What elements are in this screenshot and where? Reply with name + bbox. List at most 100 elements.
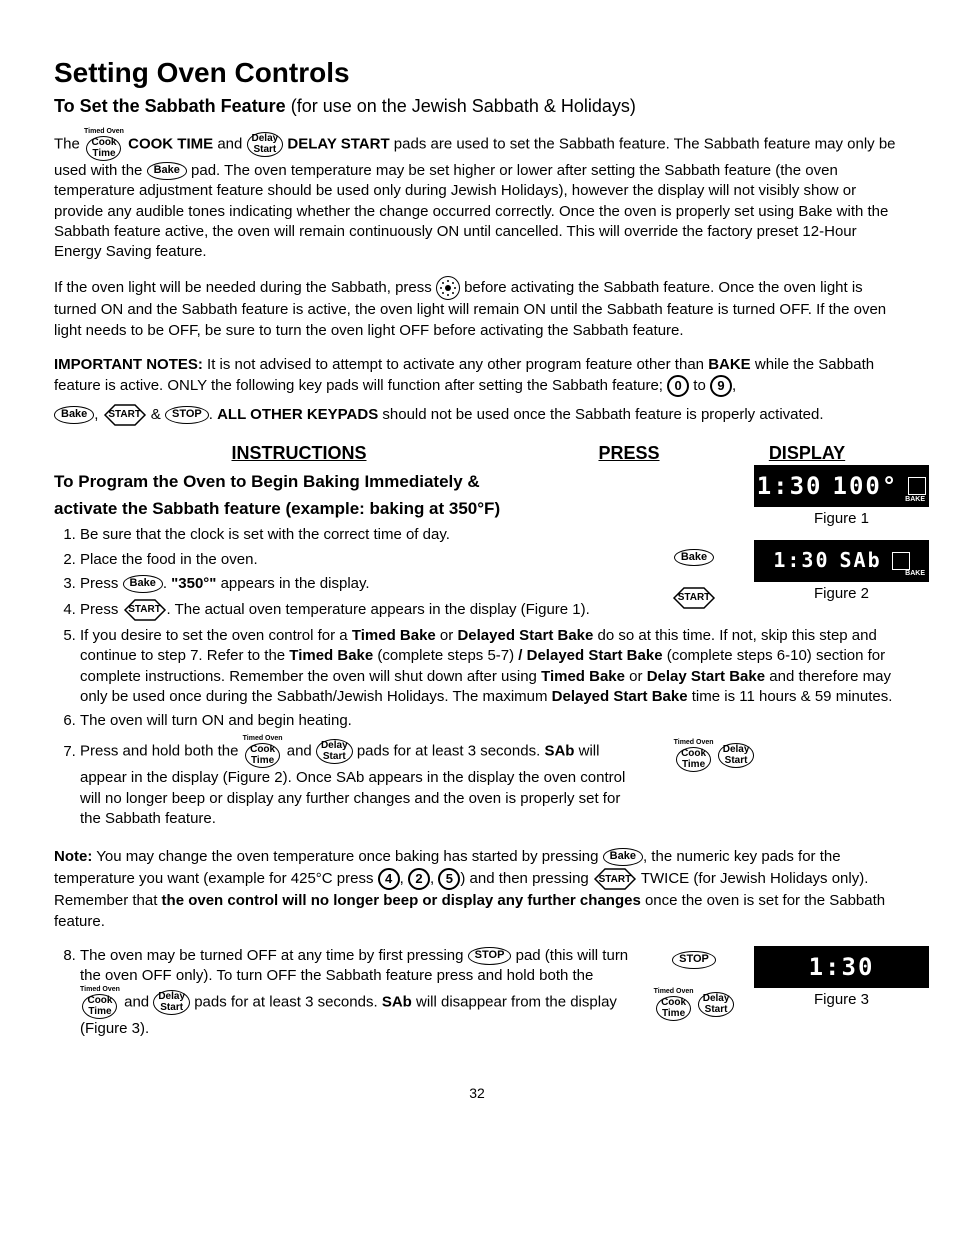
t: Timed Bake xyxy=(541,668,625,685)
bake-pad-icon: Bake xyxy=(674,549,714,567)
text: COOK TIME xyxy=(128,136,213,153)
keypads-line: Bake, START & STOP. ALL OTHER KEYPADS sh… xyxy=(54,403,900,427)
bake-indicator: BAKE xyxy=(905,495,925,504)
delay-start-pad-icon: DelayStart xyxy=(316,739,353,764)
t: / Delayed Start Bake xyxy=(518,647,662,664)
bake-pad-icon: Bake xyxy=(147,162,187,180)
delay-start-pad-icon: DelayStart xyxy=(247,132,284,157)
keypad-4-icon: 4 xyxy=(378,868,400,890)
note-label: Note: xyxy=(54,848,92,865)
t: Timed Bake xyxy=(352,627,436,644)
timed-oven-label: Timed Oven xyxy=(674,739,714,746)
cook-time-pad-icon: Timed Oven CookTime xyxy=(674,739,714,772)
text: , xyxy=(94,406,102,423)
press-column-7: Timed Oven CookTime DelayStart xyxy=(644,735,784,772)
column-headers: INSTRUCTIONS PRESS DISPLAY xyxy=(54,441,900,465)
display-figure-1: 1:30 100° BAKE xyxy=(754,465,929,507)
timed-oven-label: Timed Oven xyxy=(654,988,694,995)
stop-pad-icon: STOP xyxy=(165,406,209,424)
steps-list-7: Press and hold both the Timed Oven CookT… xyxy=(54,735,634,829)
start-label: START xyxy=(123,598,167,622)
timed-oven-label: Timed Oven xyxy=(84,128,124,135)
t: ) and then pressing xyxy=(460,870,593,887)
text: . xyxy=(163,575,171,592)
text: If the oven light will be needed during … xyxy=(54,279,436,296)
step-7: Press and hold both the Timed Oven CookT… xyxy=(80,735,634,829)
stop-pad-icon: STOP xyxy=(468,947,512,965)
instructions-header: INSTRUCTIONS xyxy=(54,441,544,465)
t: pads for at least 3 seconds. xyxy=(357,743,545,760)
t: Press and hold both the xyxy=(80,743,243,760)
start-pad-icon: START xyxy=(103,403,147,427)
press-column-8: STOP Timed Oven CookTime DelayStart xyxy=(644,946,744,1021)
intro-paragraph-2: If the oven light will be needed during … xyxy=(54,276,900,341)
text: It is not advised to attempt to activate… xyxy=(203,356,708,373)
timed-oven-label: Timed Oven xyxy=(80,986,120,993)
display-header: DISPLAY xyxy=(714,441,900,465)
cook-time-pad-icon: Timed Oven CookTime xyxy=(654,988,694,1021)
keypad-9-icon: 9 xyxy=(710,375,732,397)
subhead-light: (for use on the Jewish Sabbath & Holiday… xyxy=(291,96,636,116)
delay-start-pad-icon: DelayStart xyxy=(153,990,190,1015)
t: , xyxy=(430,870,438,887)
delay-start-pad-icon: DelayStart xyxy=(718,743,755,768)
figure-2-label: Figure 2 xyxy=(754,584,929,604)
cook-time-oval: CookTime xyxy=(82,994,117,1019)
program-subtitle-1: To Program the Oven to Begin Baking Imme… xyxy=(54,471,634,494)
t: or xyxy=(625,668,647,685)
t: SAb xyxy=(382,994,412,1011)
start-pad-icon: START xyxy=(593,867,637,891)
t: If you desire to set the oven control fo… xyxy=(80,627,352,644)
bake-pad-icon: Bake xyxy=(603,848,643,866)
oven-light-icon xyxy=(436,276,460,300)
cook-time-pad-icon: Timed Oven CookTime xyxy=(84,128,124,161)
t: SAb xyxy=(544,743,574,760)
t: Timed Bake xyxy=(289,647,373,664)
display-column-3: 1:30 Figure 3 xyxy=(754,946,929,1010)
cook-time-pad-icon: Timed Oven CookTime xyxy=(243,735,283,768)
text: should not be used once the Sabbath feat… xyxy=(378,406,823,423)
text: . The actual oven temperature appears in… xyxy=(167,601,590,618)
section-subhead: To Set the Sabbath Feature (for use on t… xyxy=(54,94,900,118)
start-label: START xyxy=(593,867,637,891)
cook-time-oval: CookTime xyxy=(245,743,280,768)
text: and xyxy=(217,136,246,153)
t: and xyxy=(287,743,316,760)
start-pad-icon: START xyxy=(123,598,167,622)
figure-3-label: Figure 3 xyxy=(754,990,929,1010)
t: Delay Start Bake xyxy=(647,668,765,685)
cook-time-oval: CookTime xyxy=(86,136,121,161)
start-pad-icon: START xyxy=(672,586,716,610)
step-1: Be sure that the clock is set with the c… xyxy=(80,525,634,545)
display-time: 1:30 xyxy=(809,951,875,983)
step-8: The oven may be turned OFF at any time b… xyxy=(80,946,634,1040)
text: Press xyxy=(80,601,123,618)
display-indicator-box xyxy=(892,552,910,570)
cook-time-oval: CookTime xyxy=(656,996,691,1021)
note-paragraph: Note: You may change the oven temperatur… xyxy=(54,847,900,932)
display-indicator-box xyxy=(908,477,926,495)
text: "350°" xyxy=(171,575,216,592)
text: appears in the display. xyxy=(216,575,369,592)
keypad-2-icon: 2 xyxy=(408,868,430,890)
cook-time-pad-icon: Timed Oven CookTime xyxy=(80,986,120,1019)
bake-pad-icon: Bake xyxy=(123,575,163,593)
step-2: Place the food in the oven. xyxy=(80,550,634,570)
t: The oven may be turned OFF at any time b… xyxy=(80,947,468,964)
display-figure-2: 1:30 SAb BAKE xyxy=(754,540,929,582)
intro-paragraph-1: The Timed Oven CookTime COOK TIME and De… xyxy=(54,128,900,262)
steps-list-cont: If you desire to set the oven control fo… xyxy=(54,626,900,731)
t: the oven control will no longer beep or … xyxy=(162,892,641,909)
t: You may change the oven temperature once… xyxy=(92,848,602,865)
cook-time-oval: CookTime xyxy=(676,747,711,772)
steps-list: Be sure that the clock is set with the c… xyxy=(54,525,634,622)
press-header: PRESS xyxy=(544,441,714,465)
program-subtitle-2: activate the Sabbath feature (example: b… xyxy=(54,498,634,521)
text: DELAY START xyxy=(287,136,389,153)
t: and xyxy=(124,994,153,1011)
text: . xyxy=(209,406,217,423)
step-4: Press START . The actual oven temperatur… xyxy=(80,598,634,622)
display-figure-3: 1:30 xyxy=(754,946,929,988)
text: , xyxy=(732,377,736,394)
display-sab: SAb xyxy=(840,547,882,574)
